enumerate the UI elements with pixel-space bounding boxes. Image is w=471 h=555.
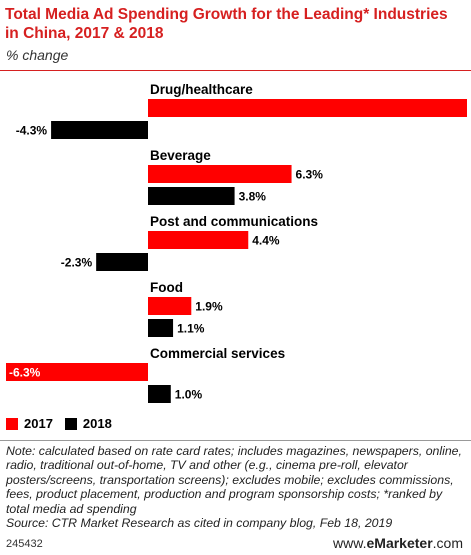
value-label-2018-drug-healthcare: -4.3% <box>16 124 48 138</box>
bar-2017-food <box>148 297 192 315</box>
bar-2018-beverage <box>148 187 235 205</box>
category-label-commercial-services: Commercial services <box>150 346 285 361</box>
value-label-2017-beverage: 6.3% <box>296 168 324 182</box>
category-label-post-and-communications: Post and communications <box>150 214 318 229</box>
bar-2017-post-and-communications <box>148 231 249 249</box>
category-label-beverage: Beverage <box>150 148 211 163</box>
value-label-2018-commercial-services: 1.0% <box>175 388 203 402</box>
notes-divider <box>0 440 471 441</box>
bar-2018-drug-healthcare <box>51 121 149 139</box>
bar-2017-beverage <box>148 165 292 183</box>
legend-swatch-2017 <box>6 417 18 430</box>
legend-swatch-2018 <box>64 417 77 430</box>
legend: 2017 2018 <box>6 416 124 431</box>
chart-title: Total Media Ad Spending Growth for the L… <box>5 6 448 42</box>
value-label-2018-beverage: 3.8% <box>239 190 267 204</box>
chart-id: 245432 <box>6 538 43 550</box>
source-text: Source: CTR Market Research as cited in … <box>6 516 393 531</box>
category-label-drug-healthcare: Drug/healthcare <box>150 82 253 97</box>
value-label-2017-food: 1.9% <box>195 300 223 314</box>
legend-label-2017: 2017 <box>24 416 53 431</box>
brand-suffix: .com <box>432 535 463 551</box>
brand-name: eMarketer <box>366 535 433 551</box>
legend-item-2018: 2018 <box>64 416 112 431</box>
bar-2017-drug-healthcare <box>148 99 467 117</box>
title-divider <box>0 70 471 71</box>
category-label-food: Food <box>150 280 183 295</box>
bar-2018-food <box>148 319 174 337</box>
note-text: Note: calculated based on rate card rate… <box>6 444 462 516</box>
value-label-2018-food: 1.1% <box>177 322 205 336</box>
brand-logo: www.eMarketer.com <box>333 535 463 551</box>
legend-label-2018: 2018 <box>82 416 112 431</box>
bar-2017-commercial-services <box>6 363 148 381</box>
bar-chart: Drug/healthcare14.0%-4.3%Beverage6.3%3.8… <box>6 82 467 403</box>
value-label-2018-post-and-communications: -2.3% <box>61 256 93 270</box>
chart-subtitle: % change <box>6 47 69 63</box>
legend-item-2017: 2017 <box>6 416 53 431</box>
notes-block: Note: calculated based on rate card rate… <box>6 444 466 530</box>
bar-2018-commercial-services <box>148 385 171 403</box>
value-label-2017-post-and-communications: 4.4% <box>252 234 280 248</box>
value-label-2017-commercial-services: -6.3% <box>9 366 41 380</box>
bar-2018-post-and-communications <box>96 253 148 271</box>
brand-prefix: www. <box>333 535 367 551</box>
